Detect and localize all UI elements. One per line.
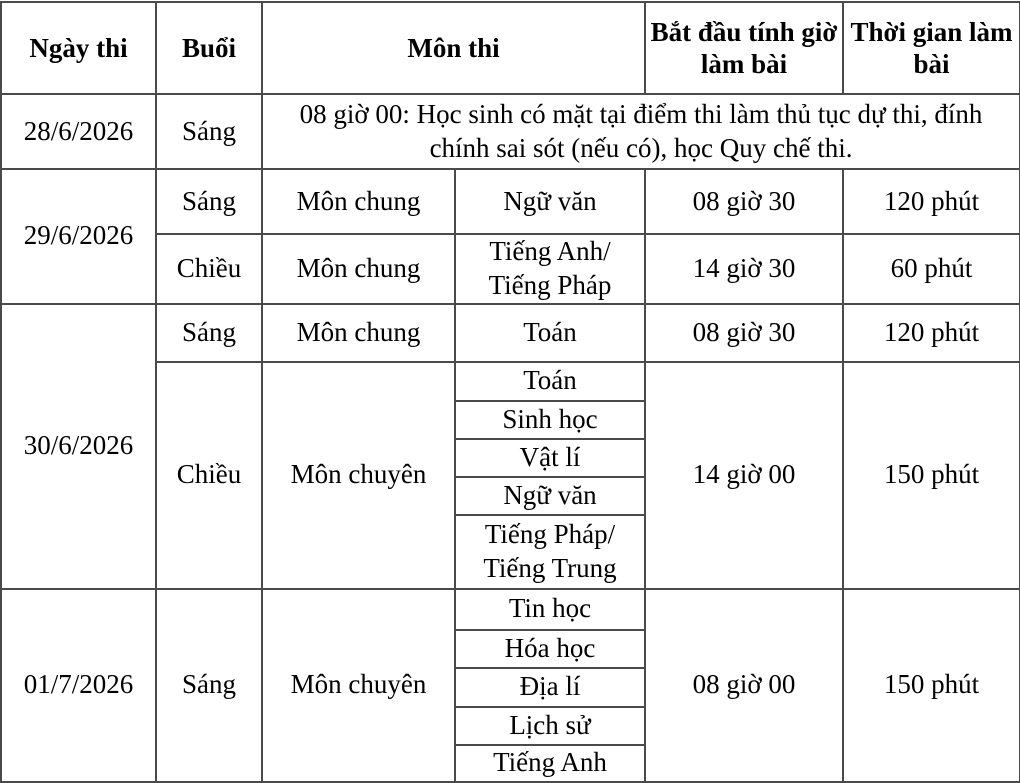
duration-cell: 150 phút: [842, 360, 1020, 590]
header-duration: Thời gian làm bài: [842, 1, 1020, 95]
subject-cell: Tin học: [453, 587, 647, 631]
duration-cell: 60 phút: [842, 233, 1020, 305]
note-cell: 08 giờ 00: Học sinh có mặt tại điểm thi …: [260, 93, 1020, 170]
duration-cell: 120 phút: [842, 168, 1020, 235]
session-cell: Chiều: [155, 233, 263, 305]
session-cell: Chiều: [155, 360, 263, 590]
header-subject: Môn thi: [260, 1, 647, 95]
start-cell: 08 giờ 00: [644, 587, 845, 783]
date-cell: 28/6/2026: [0, 93, 157, 170]
start-cell: 14 giờ 00: [644, 360, 845, 590]
subject-cell: Tiếng Pháp/ Tiếng Trung: [453, 513, 647, 590]
session-cell: Sáng: [155, 93, 263, 170]
subject-cell: Vật lí: [453, 437, 647, 478]
start-cell: 08 giờ 30: [644, 168, 845, 235]
type-cell: Môn chung: [261, 168, 456, 235]
start-cell: 14 giờ 30: [644, 233, 845, 305]
subject-cell: Ngữ văn: [453, 168, 647, 235]
type-cell: Môn chung: [261, 233, 456, 305]
date-cell: 01/7/2026: [0, 587, 157, 783]
subject-cell: Hóa học: [453, 628, 647, 669]
header-date: Ngày thi: [0, 1, 157, 95]
type-cell: Môn chung: [261, 302, 456, 363]
type-cell: Môn chuyên: [261, 360, 456, 590]
start-cell: 08 giờ 30: [644, 302, 845, 363]
subject-cell: Toán: [453, 360, 647, 402]
header-start: Bắt đầu tính giờ làm bài: [644, 1, 845, 95]
subject-cell: Sinh học: [453, 399, 647, 440]
subject-cell: Toán: [453, 302, 647, 363]
duration-cell: 120 phút: [842, 302, 1020, 363]
duration-cell: 150 phút: [842, 587, 1020, 783]
type-cell: Môn chuyên: [261, 587, 456, 783]
header-session: Buổi: [155, 1, 263, 95]
subject-cell: Lịch sử: [453, 705, 647, 746]
table-row: 30/6/2026 Sáng Môn chung Toán 08 giờ 30 …: [0, 302, 1020, 590]
subject-cell: Tiếng Anh/ Tiếng Pháp: [453, 233, 647, 305]
date-cell: 29/6/2026: [0, 168, 157, 305]
subject-cell: Tiếng Anh: [453, 743, 647, 783]
session-cell: Sáng: [155, 168, 263, 235]
table-row: Chiều Môn chuyên Toán 14 giờ 00 150 phút: [1, 360, 1020, 590]
table-row: 28/6/2026 Sáng 08 giờ 00: Học sinh có mặ…: [0, 93, 1020, 170]
subject-cell: Ngữ văn: [453, 475, 647, 516]
session-cell: Sáng: [155, 587, 263, 783]
header-row: Ngày thi Buổi Môn thi Bắt đầu tính giờ l…: [0, 1, 1020, 95]
table-row: 29/6/2026 Sáng Môn chung Ngữ văn 08 giờ …: [0, 168, 1020, 305]
session-cell: Sáng: [155, 302, 263, 363]
date-cell: 30/6/2026: [0, 302, 157, 590]
table-row: Chiều Môn chung Tiếng Anh/ Tiếng Pháp 14…: [1, 233, 1020, 305]
table-row: 01/7/2026 Sáng Môn chuyên Tin học 08 giờ…: [0, 587, 1020, 783]
subject-cell: Địa lí: [453, 666, 647, 708]
